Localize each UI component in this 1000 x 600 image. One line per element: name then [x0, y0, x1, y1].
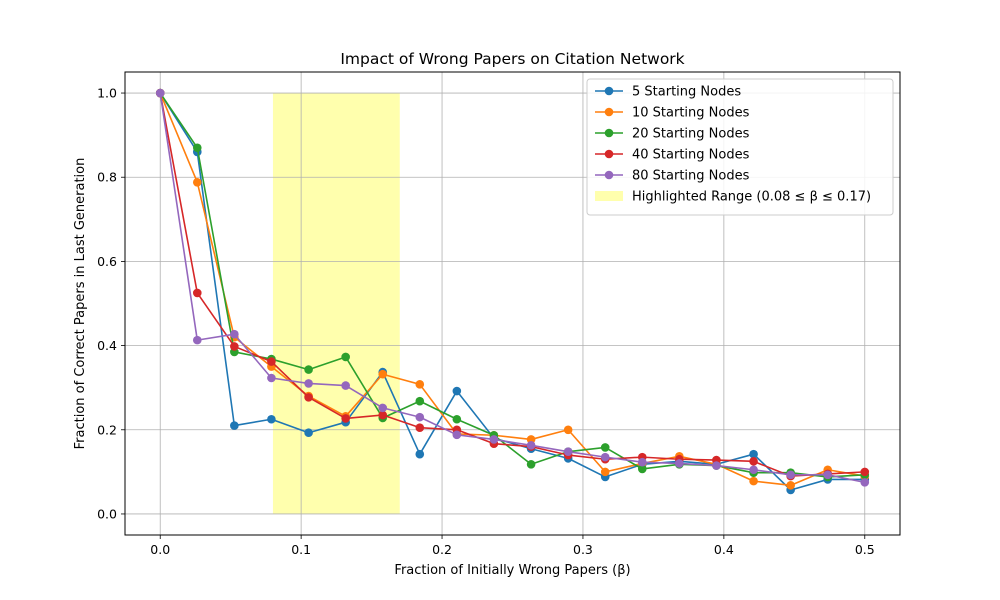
- x-axis-label: Fraction of Initially Wrong Papers (β): [394, 563, 630, 578]
- highlight-layer: [272, 93, 400, 514]
- legend-item: 10 Starting Nodes: [595, 106, 750, 121]
- highlight-range: [272, 93, 400, 514]
- y-tick-label: 0.0: [97, 506, 117, 521]
- series-line: [159, 92, 865, 477]
- x-tick-label: 0.1: [291, 542, 311, 557]
- x-tick-label: 0.3: [573, 542, 593, 557]
- data-point: [749, 449, 758, 459]
- data-point: [712, 461, 721, 470]
- data-point: [452, 386, 462, 396]
- data-point: [267, 373, 276, 383]
- data-point: [304, 365, 313, 374]
- data-point: [341, 352, 350, 362]
- legend-label: 10 Starting Nodes: [632, 106, 750, 121]
- data-point: [600, 467, 610, 477]
- series-line: [159, 92, 865, 491]
- x-tick-label: 0.5: [855, 542, 875, 557]
- legend-label: 5 Starting Nodes: [632, 85, 741, 100]
- data-point: [563, 447, 573, 456]
- legend-label: 80 Starting Nodes: [632, 169, 750, 184]
- data-point: [192, 288, 202, 298]
- data-point: [304, 379, 313, 388]
- data-point: [526, 441, 536, 450]
- legend-marker: [604, 149, 614, 159]
- y-tick-label: 0.8: [97, 170, 117, 185]
- data-point: [786, 470, 795, 480]
- y-axis-label: Fraction of Correct Papers in Last Gener…: [73, 158, 88, 450]
- data-point: [637, 457, 647, 467]
- chart-title: Impact of Wrong Papers on Citation Netwo…: [340, 50, 684, 68]
- data-point: [749, 465, 758, 475]
- legend-marker: [604, 107, 614, 117]
- legend-box: [586, 78, 894, 216]
- series-5: [155, 88, 870, 487]
- series-line: [159, 92, 865, 487]
- data-point: [452, 430, 462, 440]
- data-point: [749, 457, 758, 466]
- data-point: [415, 380, 425, 389]
- data-point: [267, 414, 276, 424]
- data-point: [341, 381, 350, 390]
- legend-item: 5 Starting Nodes: [595, 85, 741, 100]
- legend: 5 Starting Nodes 10 Starting Nodes 20 Star…: [586, 78, 894, 216]
- data-point: [860, 467, 870, 477]
- data-point: [415, 412, 425, 422]
- plot-frame: [124, 71, 901, 536]
- x-tick-label: 0.2: [432, 542, 452, 557]
- data-point: [230, 342, 239, 351]
- legend-label: 40 Starting Nodes: [632, 148, 750, 163]
- series-line: [159, 92, 865, 478]
- data-point: [526, 459, 536, 469]
- x-tick-label: 0.4: [714, 542, 734, 557]
- data-point: [304, 393, 313, 402]
- legend-item: 40 Starting Nodes: [595, 148, 750, 163]
- data-point: [600, 452, 610, 462]
- legend-marker: [604, 128, 614, 138]
- data-point: [600, 443, 610, 452]
- y-tick-label: 0.2: [97, 422, 117, 437]
- legend-item: 20 Starting Nodes: [595, 127, 750, 142]
- series-line: [159, 92, 865, 484]
- x-tick-label: 0.0: [150, 542, 170, 557]
- data-point: [675, 459, 684, 468]
- legend-label: Highlighted Range (0.08 ≤ β ≤ 0.17): [632, 190, 871, 205]
- legend-item-highlight: Highlighted Range (0.08 ≤ β ≤ 0.17): [595, 190, 871, 205]
- data-point: [192, 335, 202, 345]
- data-point: [267, 357, 276, 366]
- data-point: [192, 143, 202, 153]
- legend-marker: [604, 170, 614, 180]
- data-point: [415, 396, 425, 406]
- legend-label: 20 Starting Nodes: [632, 127, 750, 142]
- data-point: [823, 470, 833, 480]
- x-axis-ticks: 0.0 0.1 0.2 0.3 0.4 0.5: [150, 535, 875, 557]
- data-point: [192, 177, 202, 187]
- data-point: [155, 88, 165, 98]
- data-point: [378, 410, 388, 420]
- y-tick-label: 0.4: [97, 338, 117, 353]
- legend-item: 80 Starting Nodes: [595, 169, 750, 184]
- data-point: [415, 449, 425, 459]
- legend-marker: [604, 86, 614, 96]
- data-point: [489, 435, 499, 444]
- y-tick-label: 0.6: [97, 254, 117, 269]
- series-layer: [155, 88, 870, 495]
- y-axis-ticks: 0.0 0.2 0.4 0.6 0.8 1.0: [97, 86, 125, 521]
- legend-swatch: [595, 191, 623, 201]
- data-point: [304, 428, 313, 438]
- data-point: [378, 369, 388, 379]
- y-tick-label: 1.0: [97, 86, 117, 101]
- data-point: [341, 414, 350, 423]
- data-point: [452, 414, 462, 424]
- data-point: [415, 423, 425, 432]
- data-point: [637, 464, 647, 474]
- data-point: [378, 403, 388, 413]
- data-point: [786, 481, 795, 490]
- data-point: [230, 421, 239, 430]
- data-point: [860, 478, 870, 487]
- data-point: [230, 329, 239, 339]
- data-point: [563, 425, 573, 435]
- data-point: [749, 476, 758, 486]
- data-point: [526, 435, 536, 444]
